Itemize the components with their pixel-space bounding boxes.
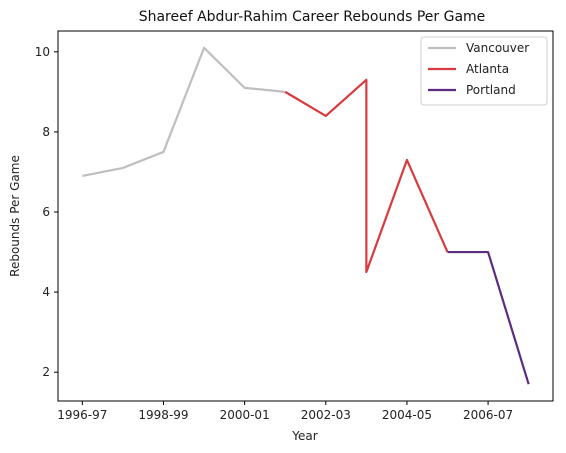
series-line-atlanta [284, 78, 449, 274]
x-tick-label: 2000-01 [220, 408, 270, 422]
legend-label-atlanta: Atlanta [466, 62, 509, 76]
x-axis-label: Year [291, 429, 317, 443]
legend: Vancouver Atlanta Portland [420, 36, 548, 106]
series-layer [82, 46, 530, 385]
x-tick-label: 2004-05 [382, 408, 432, 422]
y-tick-label: 10 [35, 45, 50, 59]
y-axis-label: Rebounds Per Game [8, 155, 22, 277]
legend-box [420, 36, 548, 106]
x-tick-label: 1998-99 [138, 408, 188, 422]
chart-title: Shareef Abdur-Rahim Career Rebounds Per … [139, 9, 486, 25]
series-line-vancouver [82, 46, 286, 178]
legend-label-vancouver: Vancouver [466, 41, 529, 55]
y-axis: 2 4 6 8 10 [35, 45, 58, 379]
x-tick-label: 1996-97 [57, 408, 107, 422]
y-tick-label: 8 [42, 125, 50, 139]
x-axis: 1996-97 1998-99 2000-01 2002-03 2004-05 2006-… [57, 401, 513, 422]
y-tick-label: 6 [42, 205, 50, 219]
legend-label-portland: Portland [466, 83, 516, 97]
series-line-portland [447, 250, 530, 385]
x-tick-label: 2006-07 [463, 408, 513, 422]
y-tick-label: 2 [42, 365, 50, 379]
y-tick-label: 4 [42, 285, 50, 299]
plot-frame [57, 30, 554, 402]
x-tick-label: 2002-03 [301, 408, 351, 422]
